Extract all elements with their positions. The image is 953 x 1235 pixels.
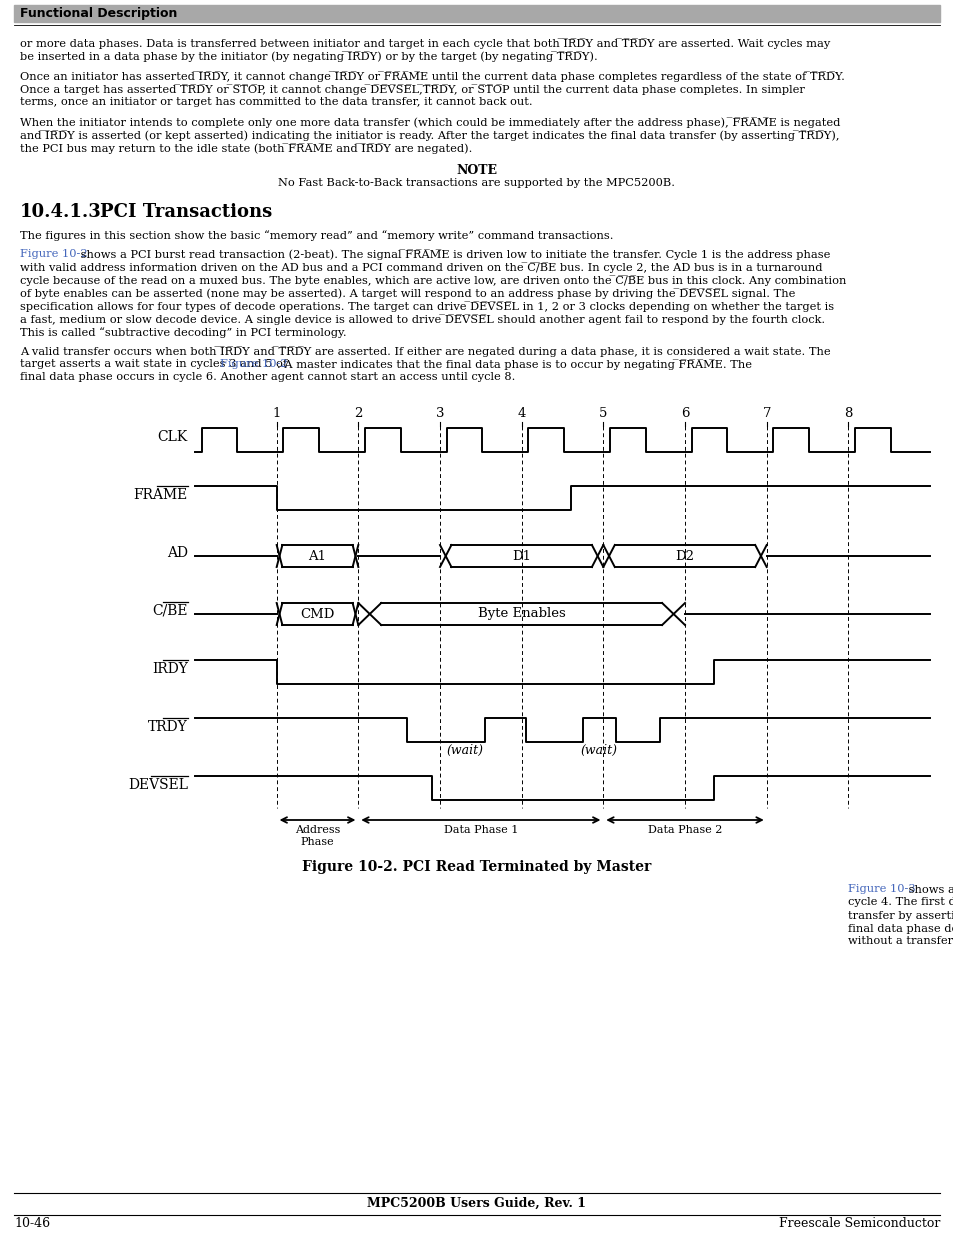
Text: C/BE: C/BE xyxy=(152,604,188,618)
Text: When the initiator intends to complete only one more data transfer (which could : When the initiator intends to complete o… xyxy=(20,117,840,127)
Text: Address
Phase: Address Phase xyxy=(294,825,340,847)
Text: 8: 8 xyxy=(843,408,852,420)
Text: transfer by asserting both ̅T̅R̅D̅Y and ̅S̅T̅O̅P at the same time in cycle 5. Th: transfer by asserting both ̅T̅R̅D̅Y and … xyxy=(847,910,953,921)
Text: shows a write cycle which is terminated by the target. In this diagram the targe: shows a write cycle which is terminated … xyxy=(904,884,953,894)
Text: CMD: CMD xyxy=(300,608,335,620)
Text: without a transfer. See the PCI specification for more details.: without a transfer. See the PCI specific… xyxy=(847,936,953,946)
Text: (wait): (wait) xyxy=(580,743,618,757)
Text: (wait): (wait) xyxy=(446,743,482,757)
Text: 6: 6 xyxy=(680,408,688,420)
Text: Figure 10-2. PCI Read Terminated by Master: Figure 10-2. PCI Read Terminated by Mast… xyxy=(302,860,651,874)
Text: 7: 7 xyxy=(761,408,770,420)
Text: 2: 2 xyxy=(354,408,362,420)
Text: FRAME: FRAME xyxy=(133,488,188,501)
Text: specification allows for four types of decode operations. The target can drive ̅: specification allows for four types of d… xyxy=(20,301,833,311)
Text: final data phase occurs in cycle 6. Another agent cannot start an access until c: final data phase occurs in cycle 6. Anot… xyxy=(20,372,515,382)
Text: Once an initiator has asserted ̅I̅R̅D̅Y, it cannot change ̅I̅R̅D̅Y or ̅F̅R̅A̅M̅E: Once an initiator has asserted ̅I̅R̅D̅Y,… xyxy=(20,70,844,82)
Text: NOTE: NOTE xyxy=(456,164,497,177)
Text: final data phase does not have to transfer data. If ̅S̅T̅O̅P and ̅I̅R̅D̅Y are bo: final data phase does not have to transf… xyxy=(847,923,953,934)
Text: IRDY: IRDY xyxy=(152,662,188,676)
Text: A1: A1 xyxy=(308,550,326,562)
Text: Figure 10-3: Figure 10-3 xyxy=(847,884,915,894)
Text: AD: AD xyxy=(167,546,188,559)
Text: No Fast Back-to-Back transactions are supported by the MPC5200B.: No Fast Back-to-Back transactions are su… xyxy=(278,178,675,188)
Text: cycle because of the read on a muxed bus. The byte enables, which are active low: cycle because of the read on a muxed bus… xyxy=(20,275,845,285)
Text: MPC5200B Users Guide, Rev. 1: MPC5200B Users Guide, Rev. 1 xyxy=(367,1197,586,1210)
Text: Functional Description: Functional Description xyxy=(20,7,177,21)
Text: terms, once an initiator or target has committed to the data transfer, it cannot: terms, once an initiator or target has c… xyxy=(20,98,532,107)
Text: D2: D2 xyxy=(675,550,694,562)
Text: cycle 4. The first data is transferred in cycle 4. The master inserts a wait sta: cycle 4. The first data is transferred i… xyxy=(847,897,953,906)
Text: Once a target has asserted ̅T̅R̅D̅Y or ̅S̅T̅O̅P, it cannot change ̅D̅E̅V̅S̅E̅L,̅: Once a target has asserted ̅T̅R̅D̅Y or ̅… xyxy=(20,84,804,95)
Text: Data Phase 1: Data Phase 1 xyxy=(443,825,517,835)
Text: . A master indicates that the final data phase is to occur by negating ̅F̅R̅A̅M̅: . A master indicates that the final data… xyxy=(276,359,751,369)
Text: 1: 1 xyxy=(273,408,280,420)
Text: a fast, medium or slow decode device. A single device is allowed to drive ̅D̅E̅V: a fast, medium or slow decode device. A … xyxy=(20,314,824,325)
Text: be inserted in a data phase by the initiator (by negating ̅I̅R̅D̅Y) or by the ta: be inserted in a data phase by the initi… xyxy=(20,51,598,62)
Text: of byte enables can be asserted (none may be asserted). A target will respond to: of byte enables can be asserted (none ma… xyxy=(20,288,795,299)
Text: Data Phase 2: Data Phase 2 xyxy=(647,825,721,835)
Bar xyxy=(14,5,939,22)
Text: with valid address information driven on the AD bus and a PCI command driven on : with valid address information driven on… xyxy=(20,262,821,273)
Text: PCI Transactions: PCI Transactions xyxy=(100,203,272,221)
Text: the PCI bus may return to the idle state (both ̅F̅R̅A̅M̅E and ̅I̅R̅D̅Y are negat: the PCI bus may return to the idle state… xyxy=(20,143,472,153)
Text: 10.4.1.3: 10.4.1.3 xyxy=(20,203,102,221)
Text: Figure 10-2: Figure 10-2 xyxy=(220,359,287,369)
Text: Figure 10-2: Figure 10-2 xyxy=(20,249,88,259)
Text: and ̅I̅R̅D̅Y is asserted (or kept asserted) indicating the initiator is ready. A: and ̅I̅R̅D̅Y is asserted (or kept assert… xyxy=(20,130,839,141)
Text: The figures in this section show the basic “memory read” and “memory write” comm: The figures in this section show the bas… xyxy=(20,230,613,241)
Text: or more data phases. Data is transferred between initiator and target in each cy: or more data phases. Data is transferred… xyxy=(20,38,829,48)
Text: 10-46: 10-46 xyxy=(14,1216,51,1230)
Text: 5: 5 xyxy=(598,408,607,420)
Text: 4: 4 xyxy=(517,408,525,420)
Text: This is called “subtractive decoding” in PCI terminology.: This is called “subtractive decoding” in… xyxy=(20,327,346,338)
Text: DEVSEL: DEVSEL xyxy=(128,778,188,792)
Text: Freescale Semiconductor: Freescale Semiconductor xyxy=(778,1216,939,1230)
Text: A valid transfer occurs when both ̅I̅R̅D̅Y and ̅T̅R̅D̅Y are asserted. If either : A valid transfer occurs when both ̅I̅R̅D… xyxy=(20,346,830,357)
Text: shows a PCI burst read transaction (2-beat). The signal ̅F̅R̅A̅M̅E is driven low: shows a PCI burst read transaction (2-be… xyxy=(77,249,829,259)
Text: D1: D1 xyxy=(512,550,531,562)
Text: target asserts a wait state in cycles 3 and 5 of: target asserts a wait state in cycles 3 … xyxy=(20,359,291,369)
Text: 3: 3 xyxy=(436,408,444,420)
Text: CLK: CLK xyxy=(157,430,188,445)
Text: TRDY: TRDY xyxy=(148,720,188,734)
Text: Byte Enables: Byte Enables xyxy=(477,608,565,620)
